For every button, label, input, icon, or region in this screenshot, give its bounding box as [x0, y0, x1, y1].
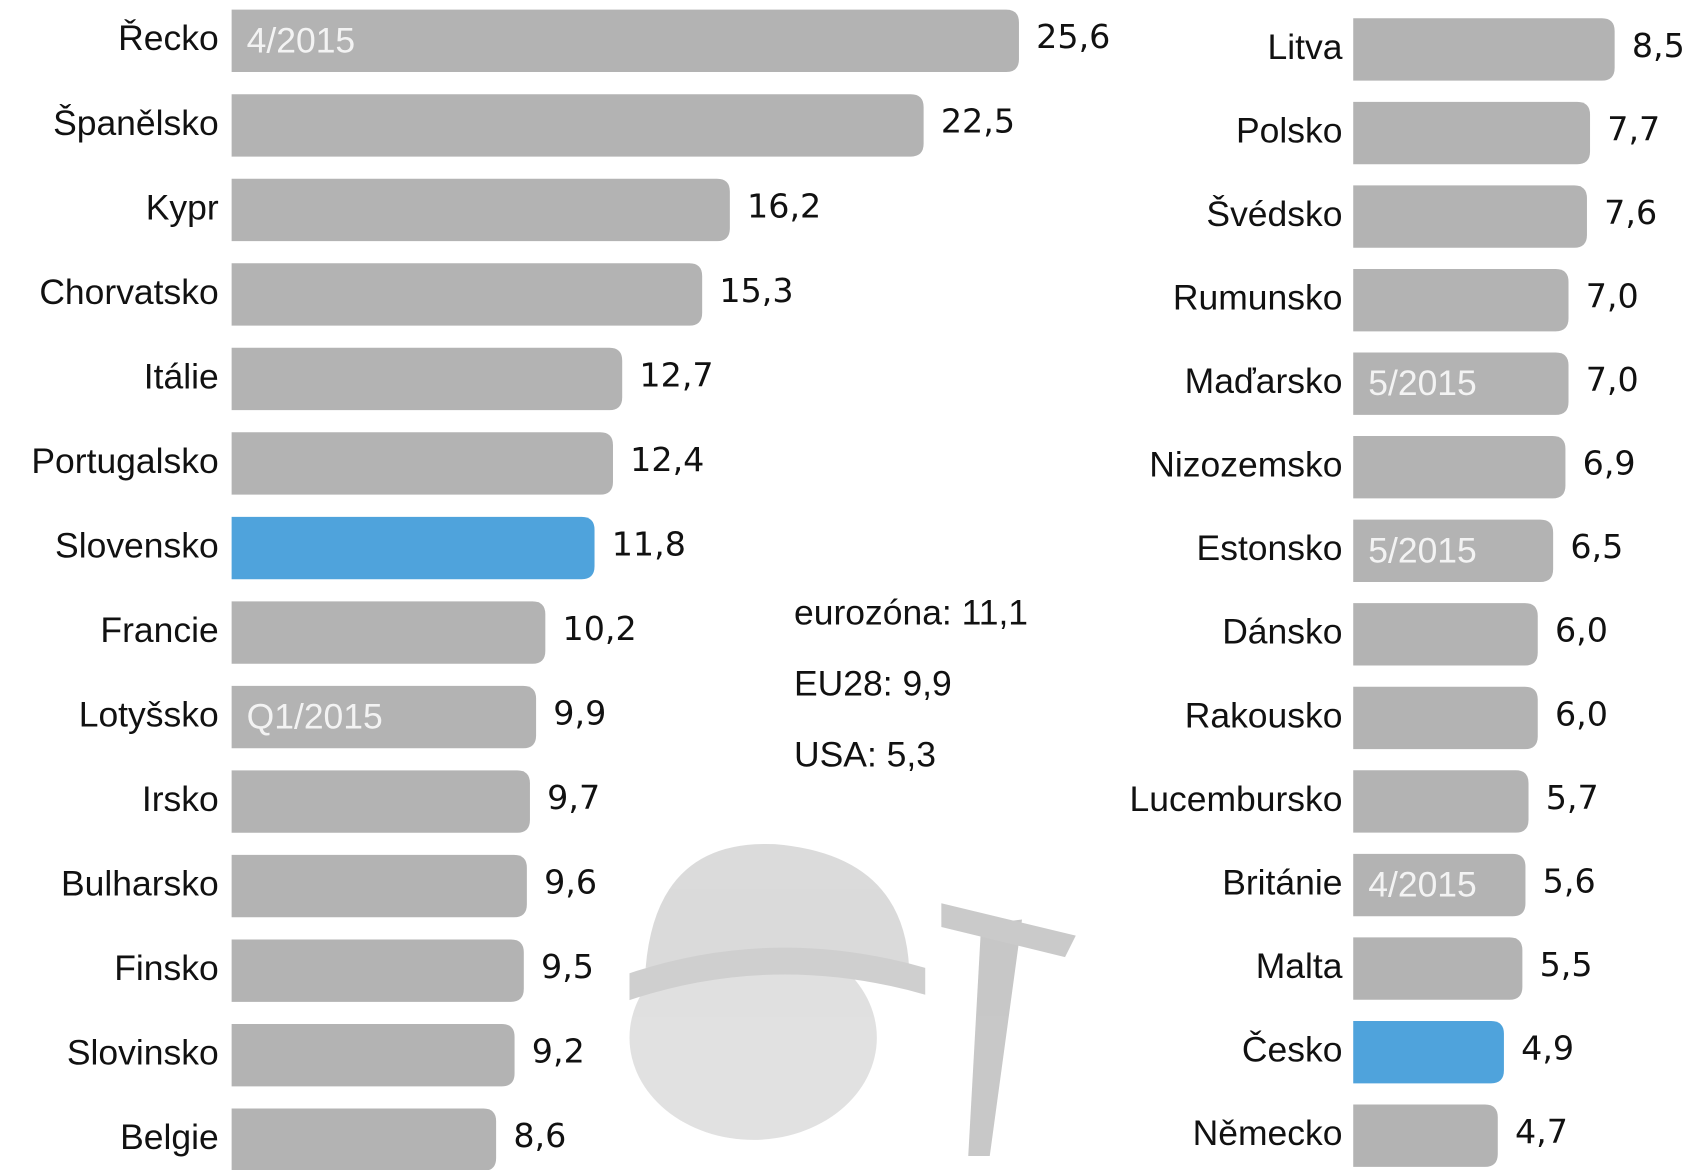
- category-label: Rakousko: [1185, 695, 1343, 735]
- category-label: Lucembursko: [1130, 779, 1343, 819]
- category-label: Řecko: [118, 18, 219, 58]
- value-label: 25,6: [1036, 17, 1110, 56]
- category-label: Litva: [1268, 27, 1343, 67]
- value-label: 9,6: [544, 862, 597, 901]
- category-label: Dánsko: [1222, 612, 1342, 652]
- bar: [1353, 1020, 1504, 1084]
- value-label: 9,2: [532, 1032, 585, 1071]
- bar: [231, 770, 530, 833]
- category-label: Lotyšsko: [79, 694, 219, 734]
- bar: [1353, 18, 1615, 81]
- bar: [231, 601, 546, 664]
- category-label: Česko: [1242, 1030, 1343, 1070]
- bar: [1353, 686, 1538, 750]
- value-label: 6,0: [1555, 611, 1608, 650]
- category-label: Německo: [1193, 1113, 1343, 1153]
- value-label: 4,9: [1521, 1028, 1574, 1067]
- value-label: 6,9: [1583, 444, 1636, 483]
- bar: [1353, 853, 1526, 917]
- value-label: 22,5: [941, 102, 1015, 141]
- bar-note: 4/2015: [247, 20, 356, 60]
- category-label: Belgie: [120, 1117, 219, 1157]
- bar: [1353, 436, 1566, 499]
- category-label: Nizozemsko: [1149, 445, 1342, 485]
- value-label: 10,2: [563, 609, 637, 648]
- bar: [231, 9, 1019, 73]
- category-label: Slovinsko: [67, 1033, 219, 1073]
- illustration: [629, 843, 1076, 1157]
- category-label: Maďarsko: [1185, 361, 1343, 401]
- category-label: Španělsko: [53, 103, 219, 143]
- category-label: Malta: [1256, 946, 1343, 986]
- value-label: 8,6: [513, 1116, 566, 1155]
- value-label: 6,0: [1555, 694, 1608, 733]
- value-label: 5,5: [1540, 945, 1593, 984]
- bar: [231, 263, 703, 326]
- bar: [231, 685, 537, 749]
- bar: [231, 94, 924, 157]
- category-label: Švédsko: [1206, 194, 1342, 234]
- category-label: Estonsko: [1197, 528, 1343, 568]
- value-label: 4,7: [1515, 1112, 1568, 1151]
- value-label: 16,2: [747, 186, 821, 225]
- annotation: eurozóna: 11,1: [794, 592, 1028, 632]
- category-label: Polsko: [1236, 110, 1342, 150]
- category-label: Francie: [100, 610, 218, 650]
- value-label: 5,7: [1546, 778, 1599, 817]
- category-label: Itálie: [144, 356, 219, 396]
- category-label: Irsko: [142, 779, 219, 819]
- annotation: EU28: 9,9: [794, 663, 952, 703]
- bar: [231, 432, 613, 495]
- value-label: 7,6: [1604, 193, 1657, 232]
- value-label: 9,9: [553, 693, 606, 732]
- bar-note: 5/2015: [1368, 530, 1477, 570]
- category-label: Bulharsko: [61, 863, 219, 903]
- value-label: 7,7: [1607, 109, 1660, 148]
- value-label: 15,3: [719, 271, 793, 310]
- value-label: 12,7: [639, 355, 713, 394]
- value-label: 11,8: [612, 524, 686, 563]
- value-label: 12,4: [630, 440, 704, 479]
- bar: [231, 854, 527, 918]
- value-label: 6,5: [1570, 527, 1623, 566]
- bar: [1353, 1104, 1498, 1167]
- category-label: Finsko: [114, 948, 218, 988]
- value-label: 9,7: [547, 778, 600, 817]
- bar: [1353, 352, 1569, 415]
- bar: [231, 939, 524, 1002]
- bar: [231, 178, 730, 242]
- bar: [1353, 770, 1529, 833]
- category-label: Chorvatsko: [39, 272, 218, 312]
- bar: [1353, 185, 1587, 248]
- bar: [1353, 519, 1554, 582]
- bar: [1353, 603, 1538, 666]
- bar: [231, 1023, 515, 1087]
- bar: [231, 516, 595, 580]
- bar: [1353, 101, 1591, 165]
- bar: [231, 347, 623, 411]
- value-label: 8,5: [1632, 26, 1685, 65]
- value-label: 9,5: [541, 947, 594, 986]
- bar: [1353, 937, 1523, 1000]
- bar-note: 5/2015: [1368, 363, 1477, 403]
- bar: [1353, 268, 1569, 332]
- value-label: 7,0: [1586, 276, 1639, 315]
- value-label: 5,6: [1543, 861, 1596, 900]
- category-label: Británie: [1222, 862, 1342, 902]
- category-label: Kypr: [146, 187, 219, 227]
- category-label: Rumunsko: [1173, 278, 1343, 318]
- bar: [231, 1108, 497, 1170]
- value-label: 7,0: [1586, 360, 1639, 399]
- category-label: Slovensko: [55, 525, 219, 565]
- bar-note: Q1/2015: [247, 697, 383, 737]
- category-label: Portugalsko: [31, 441, 218, 481]
- annotation: USA: 5,3: [794, 734, 936, 774]
- bar-note: 4/2015: [1368, 865, 1477, 905]
